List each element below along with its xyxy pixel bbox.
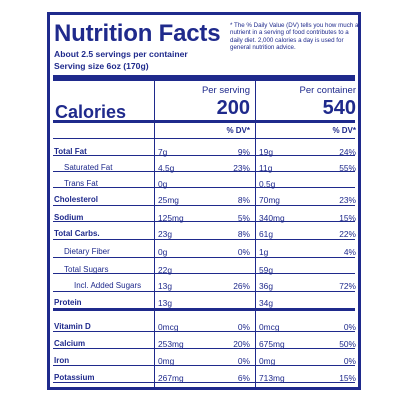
serving-dv: 23%	[233, 163, 250, 173]
calories-per-container: 540	[322, 97, 356, 119]
row-divider	[53, 205, 355, 206]
serving-dv: 0%	[237, 356, 250, 366]
dv-footnote: * The % Daily Value (DV) tells you how m…	[230, 22, 359, 51]
nutrient-name: Dietary Fiber	[64, 247, 110, 256]
container-amount: 0.5g	[259, 179, 276, 189]
serving-dv: 6%	[237, 373, 250, 383]
container-amount: 70mg	[259, 195, 280, 205]
calories-per-serving: 200	[216, 97, 250, 119]
container-dv: 50%	[339, 339, 356, 349]
nutrient-name: Saturated Fat	[64, 163, 113, 172]
row-divider	[53, 273, 355, 274]
dv-header-container: % DV*	[332, 126, 356, 135]
per-serving-label: Per serving	[201, 85, 250, 96]
serving-amount: 4.5g	[158, 163, 175, 173]
nutrient-name: Total Sugars	[64, 265, 109, 274]
row-divider	[53, 239, 355, 240]
nutrient-name: Total Carbs.	[54, 229, 100, 238]
serving-dv: 8%	[237, 229, 250, 239]
serving-amount: 253mg	[158, 339, 184, 349]
serving-dv: 26%	[233, 281, 250, 291]
row-divider	[53, 331, 355, 332]
container-dv: 55%	[339, 163, 356, 173]
container-amount: 675mg	[259, 339, 285, 349]
serving-amount: 13g	[158, 298, 172, 308]
row-divider	[53, 155, 355, 156]
serving-dv: 20%	[233, 339, 250, 349]
nutrient-name: Sodium	[54, 213, 84, 222]
container-dv: 15%	[339, 213, 356, 223]
nutrient-name: Potassium	[54, 373, 95, 382]
row-divider	[53, 138, 355, 139]
serving-size: Serving size 6oz (170g)	[54, 61, 149, 71]
row-divider	[53, 308, 355, 311]
container-amount: 19g	[259, 147, 273, 157]
row-divider	[53, 171, 355, 172]
top-divider	[53, 75, 355, 81]
calories-divider	[53, 120, 355, 123]
serving-amount: 0g	[158, 247, 168, 257]
container-amount: 34g	[259, 298, 273, 308]
container-amount: 0mcg	[259, 322, 280, 332]
serving-dv: 0%	[237, 247, 250, 257]
container-dv: 15%	[339, 373, 356, 383]
column-divider-2	[255, 81, 256, 387]
serving-amount: 0g	[158, 179, 168, 189]
serving-dv: 5%	[237, 213, 250, 223]
row-divider	[53, 365, 355, 366]
nutrient-name: Vitamin D	[54, 322, 91, 331]
container-dv: 24%	[339, 147, 356, 157]
serving-dv: 0%	[237, 322, 250, 332]
container-dv: 0%	[343, 322, 356, 332]
nutrient-name: Protein	[54, 298, 82, 307]
serving-amount: 0mg	[158, 356, 175, 366]
serving-amount: 13g	[158, 281, 172, 291]
per-container-label: Per container	[299, 85, 356, 96]
row-divider	[53, 221, 355, 222]
serving-amount: 0mcg	[158, 322, 179, 332]
nutrition-facts-label: Nutrition Facts * The % Daily Value (DV)…	[47, 12, 361, 390]
dv-header-serving: % DV*	[226, 126, 250, 135]
serving-amount: 25mg	[158, 195, 179, 205]
column-divider-1	[154, 81, 155, 387]
container-dv: 22%	[339, 229, 356, 239]
serving-amount: 7g	[158, 147, 168, 157]
row-divider	[53, 348, 355, 349]
container-amount: 11g	[259, 163, 273, 173]
row-divider	[53, 291, 355, 292]
serving-amount: 23g	[158, 229, 172, 239]
container-amount: 340mg	[259, 213, 285, 223]
row-divider	[53, 187, 355, 188]
container-amount: 713mg	[259, 373, 285, 383]
label-title: Nutrition Facts	[54, 20, 221, 47]
nutrient-name: Cholesterol	[54, 195, 99, 204]
container-amount: 61g	[259, 229, 273, 239]
nutrient-name: Calcium	[54, 339, 86, 348]
row-divider	[53, 257, 355, 258]
container-dv: 72%	[339, 281, 356, 291]
container-amount: 36g	[259, 281, 273, 291]
nutrient-name: Incl. Added Sugars	[74, 281, 142, 290]
serving-amount: 267mg	[158, 373, 184, 383]
serving-amount: 125mg	[158, 213, 184, 223]
container-dv: 0%	[343, 356, 356, 366]
serving-dv: 9%	[237, 147, 250, 157]
container-amount: 59g	[259, 265, 273, 275]
serving-amount: 22g	[158, 265, 172, 275]
calories-label: Calories	[55, 102, 127, 122]
nutrient-name: Trans Fat	[64, 179, 98, 188]
serving-dv: 8%	[237, 195, 250, 205]
row-divider	[53, 382, 355, 383]
container-amount: 0mg	[259, 356, 276, 366]
container-dv: 4%	[343, 247, 356, 257]
container-dv: 23%	[339, 195, 356, 205]
nutrient-name: Total Fat	[54, 147, 87, 156]
servings-per-container: About 2.5 servings per container	[54, 49, 188, 59]
container-amount: 1g	[259, 247, 269, 257]
nutrient-name: Iron	[54, 356, 70, 365]
